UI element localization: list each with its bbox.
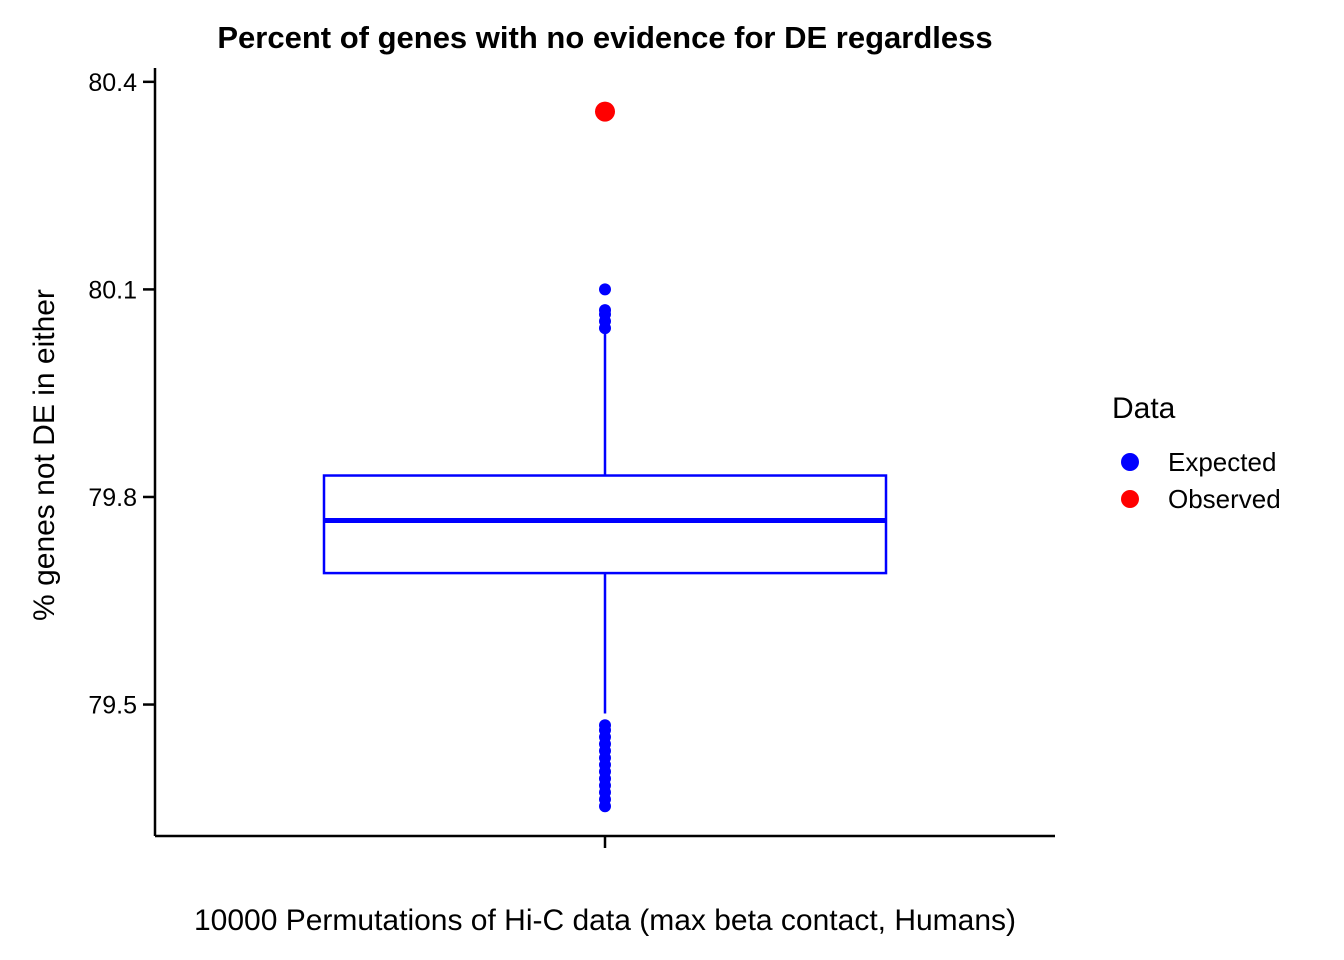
legend-expected-label: Expected bbox=[1168, 447, 1276, 477]
observed-point bbox=[595, 101, 615, 122]
outlier-point bbox=[599, 800, 611, 813]
y-axis-label: % genes not DE in either bbox=[28, 289, 61, 621]
legend-observed-label: Observed bbox=[1168, 484, 1281, 514]
legend-observed-marker bbox=[1121, 490, 1139, 508]
y-tick-label: 80.4 bbox=[88, 69, 137, 97]
outlier-point bbox=[599, 283, 611, 296]
chart-title: Percent of genes with no evidence for DE… bbox=[217, 20, 992, 55]
box-iqr bbox=[322, 474, 888, 575]
y-axis-ticks: 79.5 79.8 80.1 80.4 bbox=[88, 69, 155, 720]
legend-title: Data bbox=[1112, 392, 1176, 425]
legend-expected-marker bbox=[1121, 453, 1139, 471]
y-tick-label: 80.1 bbox=[88, 276, 137, 304]
x-axis-label: 10000 Permutations of Hi-C data (max bet… bbox=[194, 904, 1016, 937]
y-tick-label: 79.5 bbox=[88, 692, 137, 720]
outlier-point bbox=[599, 322, 611, 335]
y-tick-label: 79.8 bbox=[88, 484, 137, 512]
plot-area bbox=[322, 101, 888, 813]
legend: Data Expected Observed bbox=[1112, 392, 1281, 514]
